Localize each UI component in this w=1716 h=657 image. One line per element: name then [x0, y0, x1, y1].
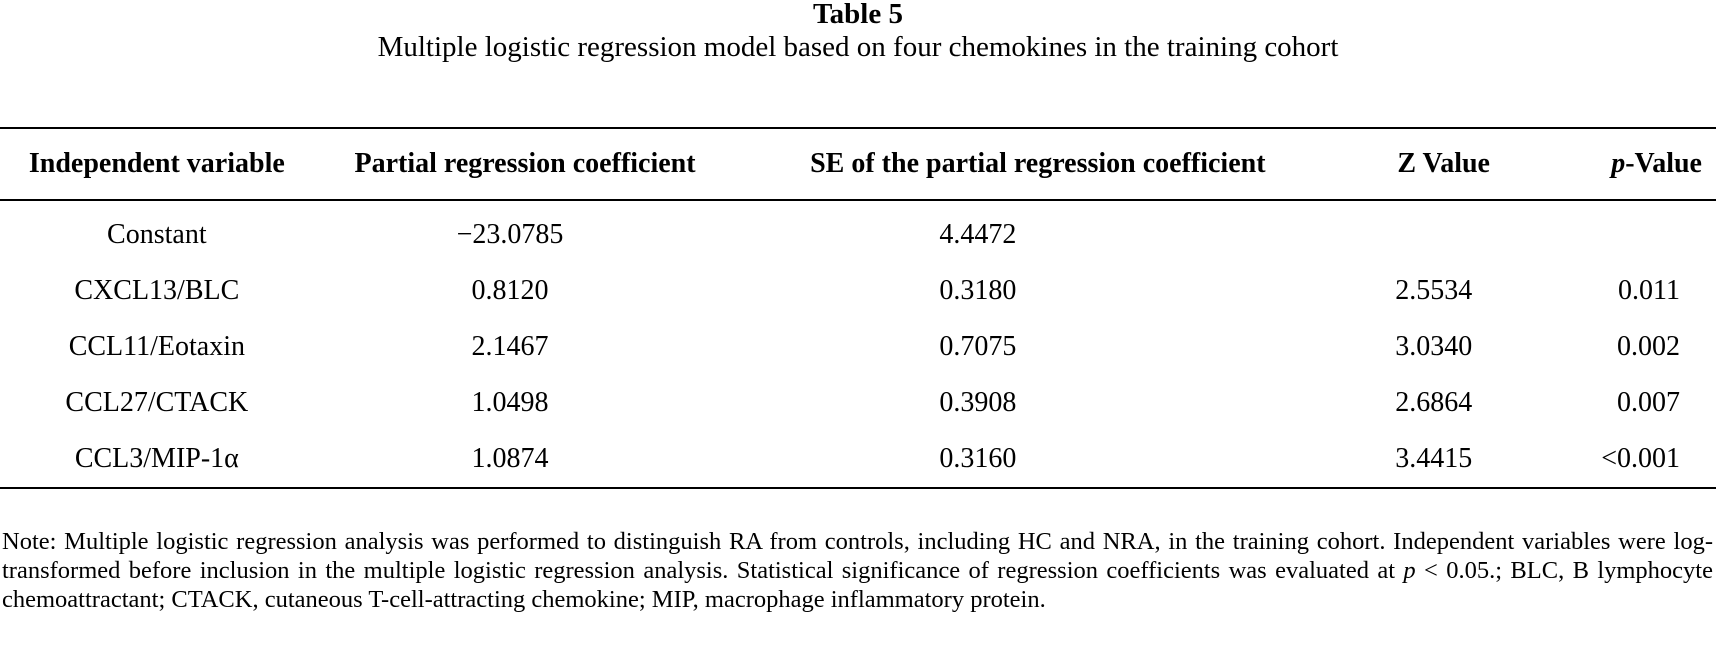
- header-partial-coefficient: Partial regression coefficient: [313, 127, 737, 201]
- footnote-text-part2: < 0.05.; BLC, B lymphocyte chemoattracta…: [2, 557, 1713, 613]
- cell-variable: CXCL13/BLC: [74, 275, 240, 306]
- cell-z: 2.5534: [1395, 275, 1473, 306]
- cell-p: [1548, 200, 1716, 263]
- table-caption: Multiple logistic regression model based…: [377, 31, 1339, 63]
- cell-coefficient: 2.1467: [471, 331, 549, 362]
- cell-coefficient: 1.0498: [471, 387, 549, 418]
- cell-p: 0.002: [1617, 331, 1680, 362]
- cell-se: 0.3908: [939, 387, 1017, 418]
- table-title-block: Table 5 Multiple logistic regression mod…: [0, 0, 1716, 65]
- table-row: CCL27/CTACK 1.0498 0.3908 2.6864 0.007: [0, 375, 1716, 431]
- table-row: Constant −23.0785 4.4472: [0, 200, 1716, 263]
- cell-p: <0.001: [1548, 431, 1716, 489]
- cell-se: 0.3180: [939, 275, 1017, 306]
- cell-variable: CCL27/CTACK: [65, 387, 249, 418]
- footnote-p-italic: p: [1403, 557, 1416, 584]
- table-label: Table 5: [813, 0, 903, 30]
- cell-coefficient: 0.8120: [471, 275, 549, 306]
- header-p-italic: p: [1611, 148, 1626, 179]
- regression-table: Independent variable Partial regression …: [0, 127, 1716, 489]
- header-z-value: Z Value: [1339, 127, 1549, 201]
- cell-se: 0.3160: [736, 431, 1340, 489]
- cell-se: 4.4472: [939, 219, 1017, 250]
- header-se-coefficient: SE of the partial regression coefficient: [736, 127, 1340, 201]
- cell-variable: CCL3/MIP-1α: [0, 431, 314, 489]
- cell-coefficient: −23.0785: [456, 219, 564, 250]
- table-header-row: Independent variable Partial regression …: [0, 127, 1716, 201]
- footnote-text-part1: Note: Multiple logistic regression analy…: [2, 528, 1713, 584]
- cell-coefficient: 1.0874: [313, 431, 737, 489]
- cell-variable: Constant: [107, 219, 207, 250]
- cell-z: 2.6864: [1395, 387, 1473, 418]
- cell-z: [1339, 200, 1548, 263]
- cell-se: 0.7075: [939, 331, 1017, 362]
- header-p-rest: -Value: [1625, 148, 1702, 179]
- header-independent-variable: Independent variable: [0, 127, 314, 201]
- cell-z: 3.0340: [1395, 331, 1473, 362]
- cell-p: 0.011: [1618, 275, 1680, 306]
- table-row: CCL3/MIP-1α 1.0874 0.3160 3.4415 <0.001: [0, 431, 1716, 489]
- table-footnote: Note: Multiple logistic regression analy…: [2, 527, 1713, 614]
- table-row: CXCL13/BLC 0.8120 0.3180 2.5534 0.011: [0, 263, 1716, 319]
- table-row: CCL11/Eotaxin 2.1467 0.7075 3.0340 0.002: [0, 319, 1716, 375]
- cell-variable: CCL11/Eotaxin: [68, 331, 245, 362]
- cell-p: 0.007: [1617, 387, 1680, 418]
- header-p-value: p-Value: [1548, 127, 1716, 201]
- cell-z: 3.4415: [1339, 431, 1549, 489]
